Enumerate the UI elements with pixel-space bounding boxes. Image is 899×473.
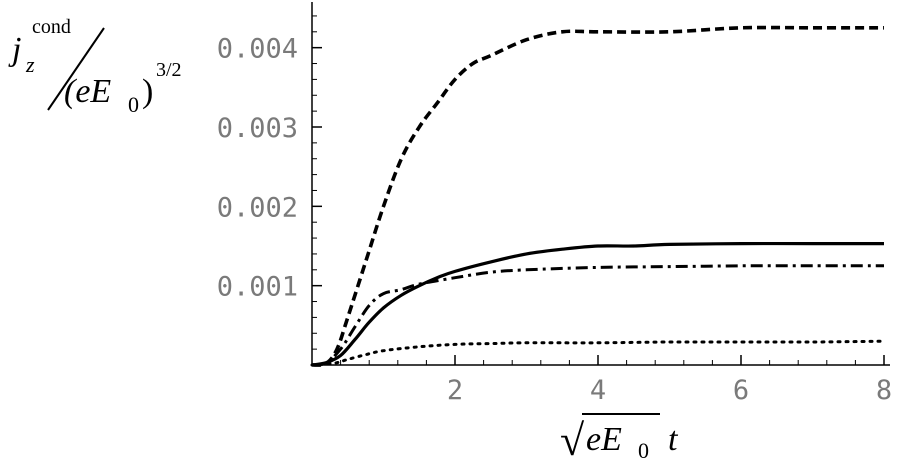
y-label-fraction-slash <box>47 27 105 111</box>
series-line-solid <box>311 241 884 367</box>
x-label-radical: √ <box>560 416 585 465</box>
y-label-denominator-symbol: (eE <box>64 73 111 110</box>
series-line-dashed <box>311 25 884 367</box>
y-label-numerator-subscript: z <box>25 52 35 77</box>
y-tick-label: 0.002 <box>217 192 298 223</box>
x-tick-label: 8 <box>876 375 892 406</box>
series-line-dashdot <box>311 264 884 367</box>
x-label-symbol: eE <box>586 421 622 458</box>
y-tick-label: 0.004 <box>217 34 298 65</box>
y-tick-label: 0.001 <box>217 272 298 303</box>
y-label-denominator-superscript: 3/2 <box>156 59 182 81</box>
x-tick-label: 4 <box>590 375 606 406</box>
y-label-numerator-symbol: j <box>8 31 21 68</box>
axes <box>311 2 890 366</box>
series-line-dotted <box>310 339 886 367</box>
x-tick-label: 2 <box>447 375 463 406</box>
x-tick-label: 6 <box>733 375 749 406</box>
y-axis-label: j z cond (eE 0 ) 3/2 <box>8 16 182 117</box>
x-axis-label: √ eE 0 t <box>560 413 679 465</box>
x-label-variable: t <box>668 421 679 458</box>
x-label-subscript: 0 <box>638 438 649 463</box>
y-label-denominator-close: ) <box>142 73 153 110</box>
y-tick-label: 0.003 <box>217 113 298 144</box>
y-label-denominator-subscript: 0 <box>128 92 139 117</box>
series-layer <box>310 25 886 367</box>
y-label-numerator-superscript: cond <box>32 16 71 38</box>
ticks: 2 4 6 8 0.001 0.002 0.003 0.004 <box>217 15 892 406</box>
